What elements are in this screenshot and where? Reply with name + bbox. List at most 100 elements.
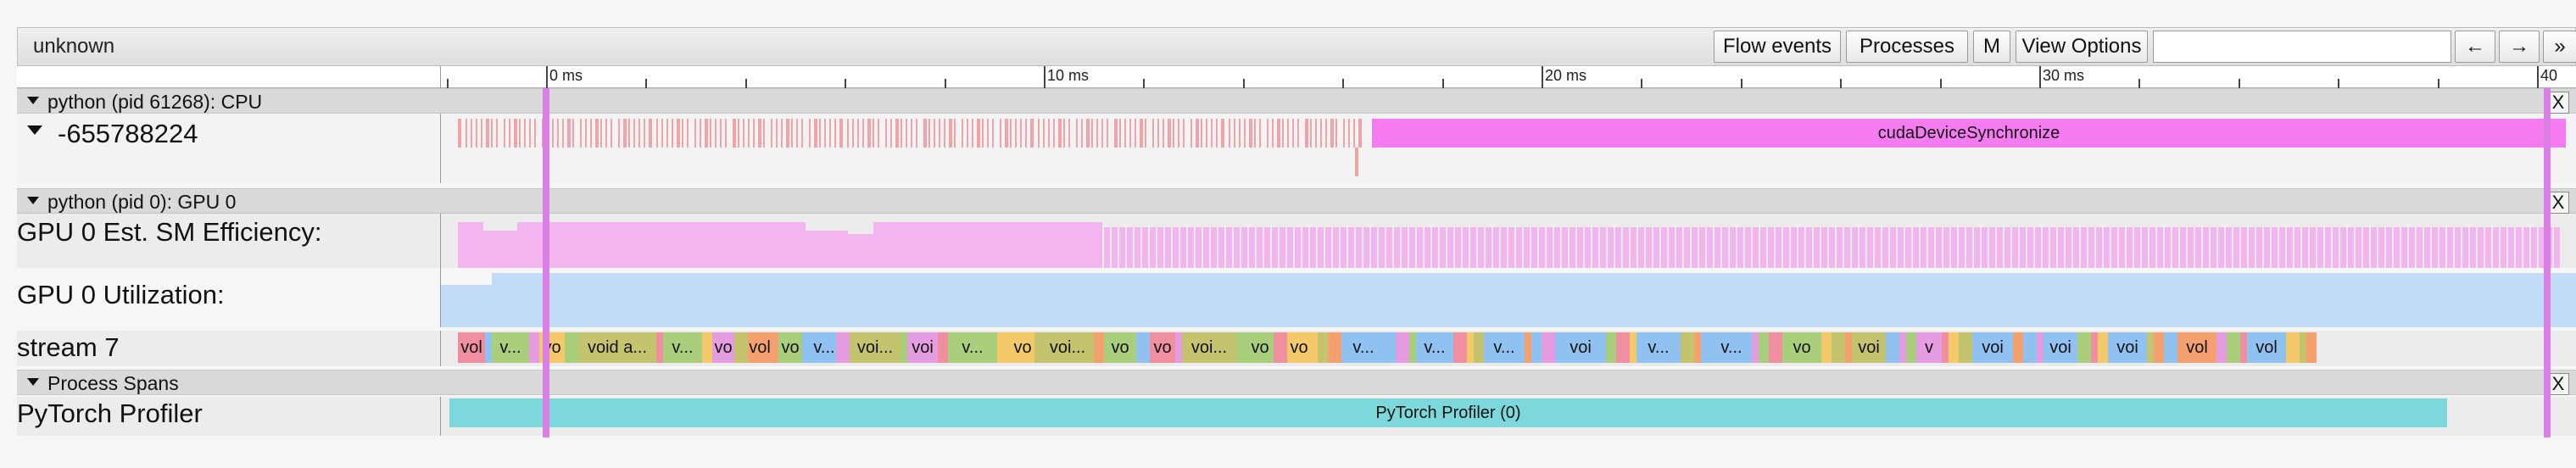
kernel-slice[interactable]: vo xyxy=(778,332,802,363)
cpu-op-slice[interactable] xyxy=(1221,119,1224,148)
cpu-op-slice[interactable] xyxy=(873,119,874,148)
sm-efficiency-bar[interactable] xyxy=(2188,227,2194,268)
cpu-op-slice[interactable] xyxy=(519,119,521,148)
cpu-op-slice[interactable] xyxy=(666,119,668,148)
sm-efficiency-bar[interactable] xyxy=(2439,227,2445,268)
sm-efficiency-bar[interactable] xyxy=(2409,227,2415,268)
cpu-op-slice[interactable] xyxy=(743,119,744,148)
sm-efficiency-bar[interactable] xyxy=(1142,227,1148,268)
cpu-op-slice[interactable] xyxy=(1010,119,1012,148)
sm-efficiency-bar[interactable] xyxy=(2508,227,2514,268)
stream-kernels[interactable]: vol v... vo void a... v... vo vol vo v... voi... v… xyxy=(441,331,2576,366)
kernel-slice[interactable] xyxy=(485,332,492,363)
sm-efficiency-bar[interactable] xyxy=(1241,227,1247,268)
cpu-op-slice[interactable] xyxy=(977,119,980,148)
sm-efficiency-bar[interactable] xyxy=(2058,227,2064,268)
sm-efficiency-bar[interactable] xyxy=(1333,227,1339,268)
cpu-op-slice[interactable] xyxy=(644,119,645,148)
cpu-op-slice[interactable] xyxy=(1058,119,1062,148)
cpu-op-slice[interactable] xyxy=(1140,119,1143,148)
sm-efficiency-bar[interactable] xyxy=(1203,227,1209,268)
sm-efficiency-bar[interactable] xyxy=(2348,227,2354,268)
sm-efficiency-bar[interactable] xyxy=(1249,227,1255,268)
sm-efficiency-bar[interactable] xyxy=(1409,227,1415,268)
cpu-op-slice[interactable] xyxy=(1086,119,1090,148)
sm-efficiency-bar[interactable] xyxy=(1829,227,1835,268)
cpu-op-slice[interactable] xyxy=(992,119,994,148)
sm-efficiency-bar[interactable] xyxy=(2325,227,2331,268)
cpu-op-slice[interactable] xyxy=(562,119,564,148)
cpu-op-slice[interactable] xyxy=(862,119,864,148)
collapse-caret-icon[interactable] xyxy=(27,197,39,204)
kernel-slice[interactable]: v... xyxy=(1711,332,1752,363)
sm-efficiency-bar[interactable] xyxy=(1646,227,1652,268)
cpu-op-slice[interactable] xyxy=(638,119,640,148)
sm-efficiency-bar[interactable] xyxy=(2272,227,2278,268)
kernel-slice[interactable] xyxy=(1759,332,1769,363)
kernel-slice[interactable] xyxy=(900,332,907,363)
sm-efficiency-bar[interactable] xyxy=(1486,227,1492,268)
sm-efficiency-bar[interactable] xyxy=(2417,227,2423,268)
kernel-slice[interactable] xyxy=(2300,332,2306,363)
sm-efficiency-bar[interactable] xyxy=(1867,227,1873,268)
kernel-slice[interactable] xyxy=(2306,332,2317,363)
sm-efficiency-bar[interactable] xyxy=(1218,227,1224,268)
sm-efficiency-bar[interactable] xyxy=(1715,227,1720,268)
sm-efficiency-bar[interactable] xyxy=(1432,227,1438,268)
sm-efficiency-bar[interactable] xyxy=(1455,227,1461,268)
utilization-counter[interactable] xyxy=(441,268,2576,327)
sm-efficiency-bar[interactable] xyxy=(1997,227,2003,268)
cpu-op-slice[interactable] xyxy=(949,119,952,148)
kernel-slice[interactable] xyxy=(2216,332,2227,363)
sm-efficiency-bar[interactable] xyxy=(1356,227,1362,268)
sm-efficiency-counter[interactable] xyxy=(441,214,2576,268)
sm-efficiency-bar[interactable] xyxy=(1150,227,1156,268)
cpu-op-slice[interactable] xyxy=(694,119,696,148)
sm-efficiency-bar[interactable] xyxy=(1157,227,1163,268)
cpu-op-slice[interactable] xyxy=(633,119,635,148)
cpu-op-slice[interactable] xyxy=(611,119,612,148)
cpu-op-slice[interactable] xyxy=(1190,119,1192,148)
cpu-op-slice[interactable] xyxy=(1025,119,1027,148)
cpu-op-slice[interactable] xyxy=(471,119,472,148)
sm-efficiency-bar[interactable] xyxy=(2088,227,2094,268)
sm-efficiency-bar[interactable] xyxy=(2004,227,2010,268)
kernel-slice[interactable] xyxy=(529,332,539,363)
kernel-slice[interactable] xyxy=(2286,332,2300,363)
sm-efficiency-bar[interactable] xyxy=(483,231,517,268)
cpu-op-slice[interactable] xyxy=(682,119,683,148)
kernel-slice[interactable] xyxy=(734,332,748,363)
cpu-op-slice[interactable] xyxy=(710,119,711,148)
cpu-op-slice[interactable] xyxy=(567,119,571,148)
kernel-slice[interactable] xyxy=(836,332,850,363)
cpu-op-slice[interactable] xyxy=(867,119,871,148)
kernel-slice[interactable] xyxy=(1606,332,1616,363)
kernel-slice[interactable]: vo xyxy=(1782,332,1821,363)
sm-efficiency-bar[interactable] xyxy=(2081,227,2087,268)
sm-efficiency-bar[interactable] xyxy=(1508,227,1514,268)
cpu-op-slice[interactable] xyxy=(1196,119,1199,148)
sm-efficiency-bar[interactable] xyxy=(1234,227,1240,268)
sm-efficiency-bar[interactable] xyxy=(1539,227,1545,268)
sm-efficiency-bar[interactable] xyxy=(1325,227,1331,268)
cpu-op-slice[interactable] xyxy=(458,119,461,148)
sm-efficiency-bar[interactable] xyxy=(1257,227,1263,268)
cpu-op-slice[interactable] xyxy=(738,119,739,148)
kernel-slice[interactable] xyxy=(1769,332,1782,363)
sm-efficiency-bar[interactable] xyxy=(1837,227,1843,268)
sm-efficiency-bar[interactable] xyxy=(1791,227,1797,268)
cpu-op-slice[interactable] xyxy=(1178,119,1179,148)
sm-efficiency-bar[interactable] xyxy=(2386,227,2392,268)
kernel-slice[interactable]: voi xyxy=(907,332,938,363)
kernel-slice[interactable] xyxy=(802,332,812,363)
kernel-slice[interactable] xyxy=(2013,332,2023,363)
collapse-caret-icon[interactable] xyxy=(27,97,39,104)
sm-efficiency-bar[interactable] xyxy=(2119,227,2125,268)
kernel-slice[interactable]: voi xyxy=(2044,332,2077,363)
range-start-marker[interactable] xyxy=(543,88,549,437)
cpu-op-slice[interactable] xyxy=(672,119,673,148)
sm-efficiency-bar[interactable] xyxy=(2432,227,2438,268)
kernel-slice[interactable] xyxy=(1942,332,1949,363)
sm-efficiency-bar[interactable] xyxy=(2073,227,2079,268)
